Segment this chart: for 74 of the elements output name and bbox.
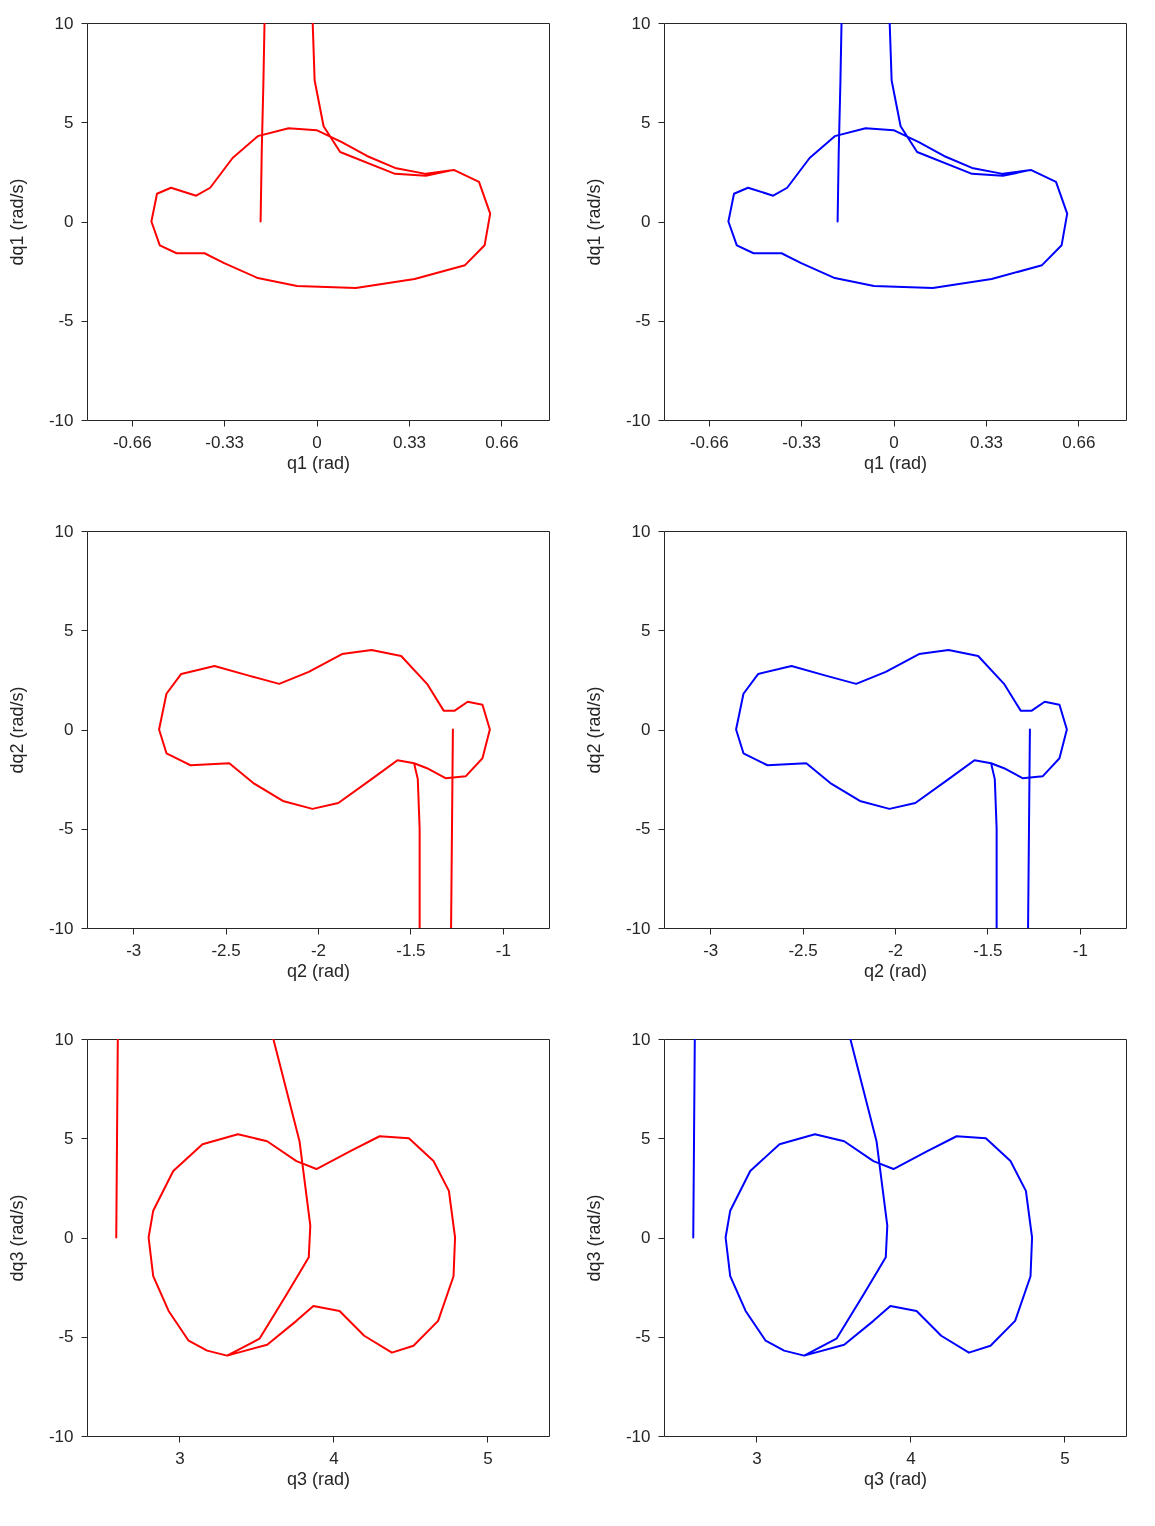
x-tick-label: -1 bbox=[495, 940, 511, 960]
x-tick-label: 4 bbox=[329, 1448, 339, 1468]
y-tick-label: 0 bbox=[641, 212, 651, 231]
y-tick-label: 5 bbox=[641, 112, 651, 132]
x-tick-label: 0.66 bbox=[485, 432, 519, 452]
x-tick-label: 0.33 bbox=[392, 432, 427, 452]
x-tick-label: 0 bbox=[889, 432, 899, 452]
y-axis-title: dq1 (rad/s) bbox=[583, 178, 604, 266]
x-tick-label: -3 bbox=[703, 940, 719, 960]
y-tick-label: -5 bbox=[635, 311, 651, 331]
x-tick-label: -2 bbox=[310, 940, 327, 960]
x-axis-title: q2 (rad) bbox=[863, 960, 928, 981]
y-axis-title: dq3 (rad/s) bbox=[6, 1194, 27, 1282]
y-axis-title: dq2 (rad/s) bbox=[583, 686, 604, 774]
y-tick-label: 5 bbox=[641, 620, 651, 640]
line-series bbox=[724, 1039, 1034, 1357]
x-tick-label: -2.5 bbox=[211, 940, 241, 960]
x-tick-label: 0 bbox=[312, 432, 322, 452]
y-tick-label: 10 bbox=[54, 521, 74, 541]
y-axis-title: dq3 (rad/s) bbox=[583, 1194, 604, 1282]
y-tick-label: 10 bbox=[631, 13, 651, 33]
x-tick-label: -2.5 bbox=[788, 940, 818, 960]
x-tick-label: 3 bbox=[175, 1448, 185, 1468]
y-tick-label: -10 bbox=[625, 918, 651, 938]
x-axis-title: q1 (rad) bbox=[863, 452, 928, 473]
y-tick-label: 0 bbox=[64, 212, 74, 231]
x-tick-label: -3 bbox=[126, 940, 142, 960]
x-tick-label: 4 bbox=[906, 1448, 916, 1468]
x-tick-label: -0.33 bbox=[782, 432, 822, 452]
y-tick-label: -5 bbox=[58, 819, 74, 839]
x-tick-label: 0.66 bbox=[1062, 432, 1096, 452]
line-series bbox=[150, 23, 492, 289]
x-axis-title: q3 (rad) bbox=[863, 1468, 928, 1489]
y-tick-label: -5 bbox=[635, 1327, 651, 1347]
y-axis-title: dq2 (rad/s) bbox=[6, 686, 27, 774]
y-tick-label: -10 bbox=[48, 918, 74, 938]
x-tick-label: -2 bbox=[887, 940, 904, 960]
x-tick-label: -0.33 bbox=[205, 432, 245, 452]
y-tick-label: 5 bbox=[64, 620, 74, 640]
y-axis-title: dq1 (rad/s) bbox=[6, 178, 27, 266]
x-tick-label: 5 bbox=[483, 1448, 493, 1468]
x-tick-label: 0.33 bbox=[969, 432, 1004, 452]
y-tick-label: 0 bbox=[641, 720, 651, 739]
y-tick-label: 10 bbox=[54, 1029, 74, 1049]
y-tick-label: -5 bbox=[58, 311, 74, 331]
y-tick-label: 10 bbox=[631, 521, 651, 541]
x-tick-label: -1.5 bbox=[973, 940, 1003, 960]
x-tick-label: -1 bbox=[1072, 940, 1088, 960]
y-tick-label: 5 bbox=[64, 112, 74, 132]
y-tick-label: 0 bbox=[641, 1228, 651, 1247]
x-tick-label: -0.66 bbox=[112, 432, 152, 452]
x-tick-label: -1.5 bbox=[396, 940, 426, 960]
line-series bbox=[727, 23, 1069, 289]
y-tick-label: 5 bbox=[64, 1128, 74, 1148]
line-series bbox=[735, 649, 1068, 928]
y-tick-label: 10 bbox=[54, 13, 74, 33]
line-series bbox=[147, 1039, 457, 1357]
x-tick-label: 5 bbox=[1060, 1448, 1070, 1468]
y-tick-label: 0 bbox=[64, 1228, 74, 1247]
y-tick-label: -10 bbox=[48, 1426, 74, 1446]
y-tick-label: 5 bbox=[641, 1128, 651, 1148]
y-tick-label: 10 bbox=[631, 1029, 651, 1049]
line-series bbox=[158, 649, 491, 928]
y-tick-label: -10 bbox=[48, 410, 74, 430]
y-tick-label: -10 bbox=[625, 1426, 651, 1446]
y-tick-label: 0 bbox=[64, 720, 74, 739]
x-axis-title: q2 (rad) bbox=[286, 960, 351, 981]
x-axis-title: q3 (rad) bbox=[286, 1468, 351, 1489]
x-axis-title: q1 (rad) bbox=[286, 452, 351, 473]
x-tick-label: -0.66 bbox=[689, 432, 729, 452]
y-tick-label: -10 bbox=[625, 410, 651, 430]
y-tick-label: -5 bbox=[58, 1327, 74, 1347]
y-tick-label: -5 bbox=[635, 819, 651, 839]
x-tick-label: 3 bbox=[752, 1448, 762, 1468]
